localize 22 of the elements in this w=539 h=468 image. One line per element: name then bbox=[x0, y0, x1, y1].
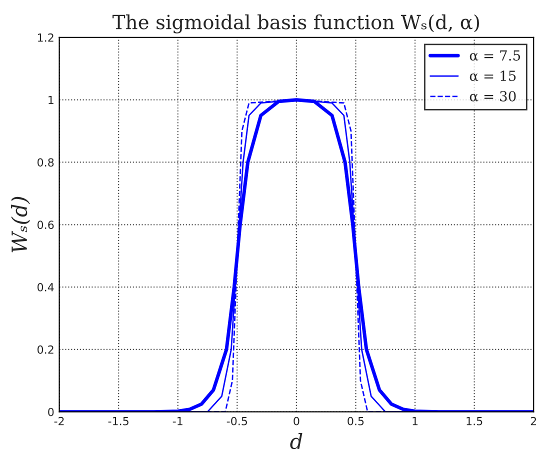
legend-label: α = 30 bbox=[470, 90, 516, 102]
y-tick-label: 0.6 bbox=[37, 220, 54, 230]
y-axis-title: Wₛ(d) bbox=[11, 196, 30, 252]
y-tick-label: 0 bbox=[48, 408, 54, 416]
y-tick-label: 0.4 bbox=[37, 283, 54, 292]
legend-label: α = 15 bbox=[470, 70, 516, 82]
x-tick-label: -1 bbox=[172, 417, 182, 426]
chart-title: The sigmoidal basis function Wₛ(d, α) bbox=[112, 14, 480, 34]
legend-label: α = 7.5 bbox=[470, 50, 520, 61]
x-tick-label: -1.5 bbox=[108, 417, 128, 426]
y-tick-label: 1 bbox=[48, 96, 54, 104]
x-tick-label: 0 bbox=[294, 416, 300, 426]
x-tick-label: -2 bbox=[54, 416, 64, 426]
x-tick-label: 2 bbox=[530, 416, 536, 426]
y-tick-label: 0.2 bbox=[37, 345, 54, 354]
x-tick-label: 0.5 bbox=[348, 416, 364, 426]
x-tick-label: -0.5 bbox=[226, 416, 248, 426]
y-tick-label: 1.2 bbox=[38, 33, 54, 42]
y-tick-label: 0.8 bbox=[37, 158, 54, 167]
x-axis-title: d bbox=[290, 433, 302, 450]
x-tick-label: 1 bbox=[412, 417, 418, 426]
x-tick-label: 1.5 bbox=[466, 417, 482, 426]
